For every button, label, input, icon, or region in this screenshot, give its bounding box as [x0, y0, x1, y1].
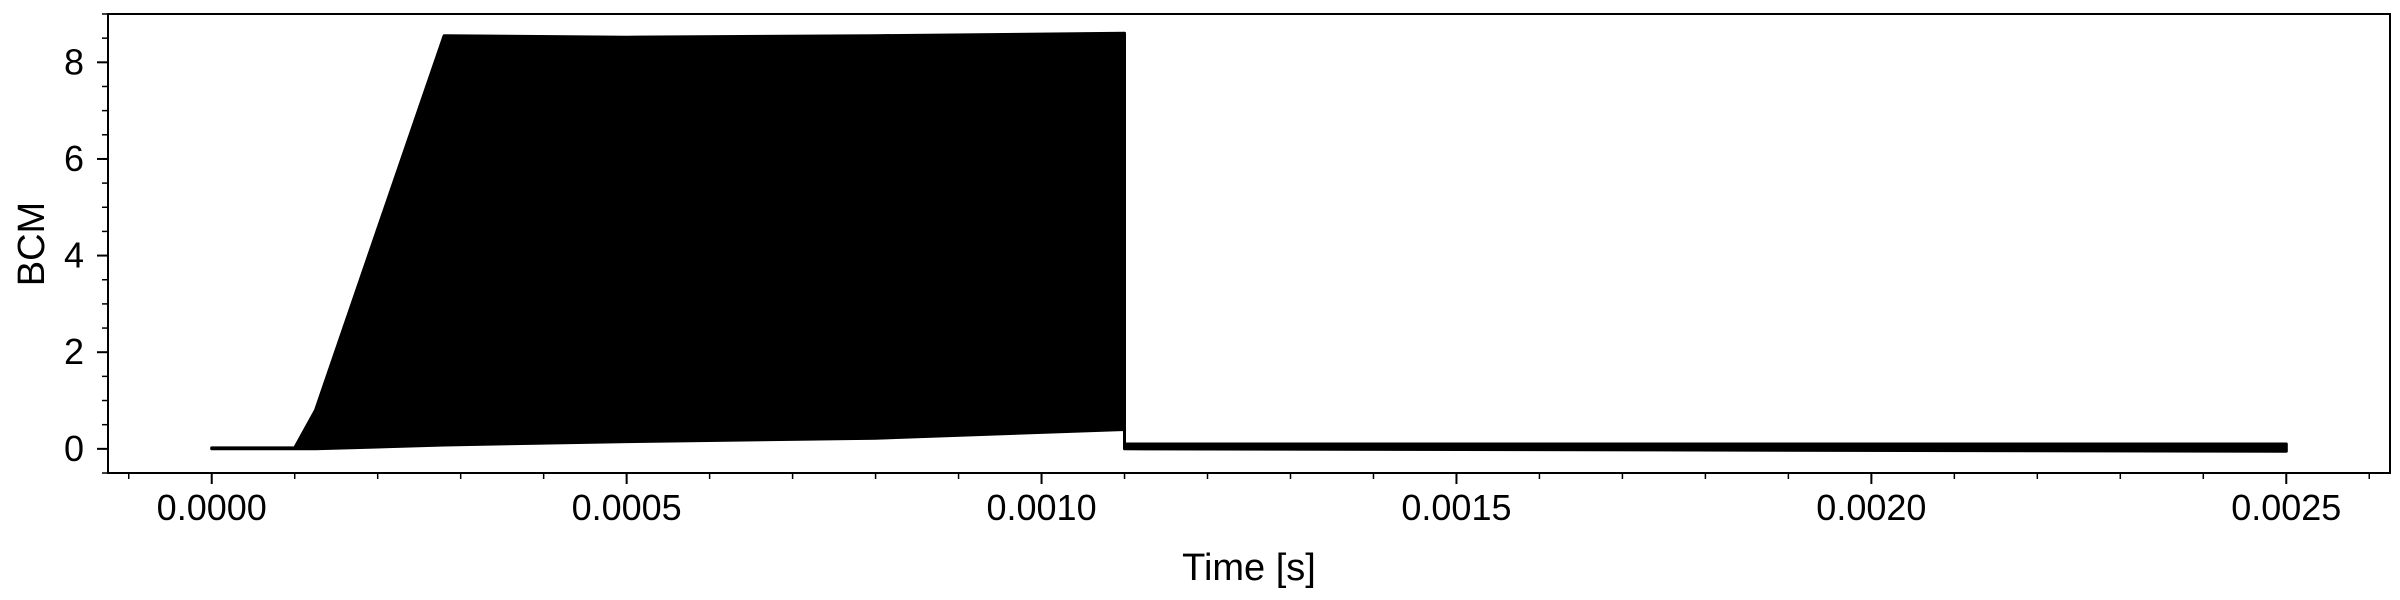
- y-tick-label: 4: [64, 235, 84, 276]
- x-tick-label: 0.0005: [572, 487, 682, 528]
- x-tick-label: 0.0015: [1401, 487, 1511, 528]
- y-tick-label: 0: [64, 428, 84, 469]
- plot-area: [210, 31, 2288, 453]
- x-axis-label: Time [s]: [1182, 547, 1316, 589]
- y-tick-label: 6: [64, 138, 84, 179]
- signal-envelope-0: [210, 31, 2288, 453]
- plot-frame: [107, 13, 2391, 474]
- y-tick-label: 2: [64, 331, 84, 372]
- x-tick-label: 0.0025: [2231, 487, 2341, 528]
- x-tick-label: 0.0020: [1816, 487, 1926, 528]
- x-tick-label: 0.0010: [986, 487, 1096, 528]
- x-tick-label: 0.0000: [157, 487, 267, 528]
- axes: 0.0000 0.0005 0.0010 0.0015 0.0020 0.0025 0 2 4 6…: [64, 13, 2371, 528]
- y-axis-label: BCM: [11, 202, 53, 286]
- y-tick-label: 8: [64, 41, 84, 82]
